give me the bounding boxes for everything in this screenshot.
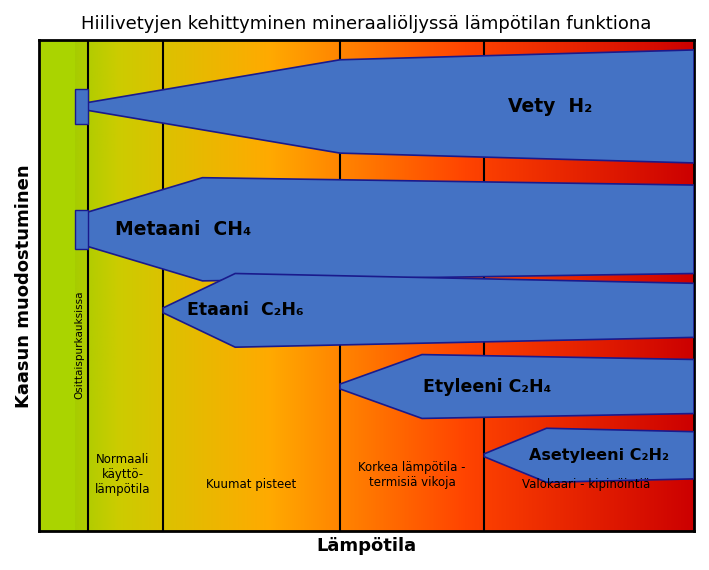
Polygon shape <box>340 355 694 418</box>
Text: Kuumat pisteet: Kuumat pisteet <box>206 478 296 491</box>
Text: Korkea lämpötila -
termisiä vikoja: Korkea lämpötila - termisiä vikoja <box>359 461 466 489</box>
Polygon shape <box>88 178 694 281</box>
Y-axis label: Kaasun muodostuminen: Kaasun muodostuminen <box>15 164 33 408</box>
Bar <box>74 210 88 249</box>
Polygon shape <box>88 50 694 163</box>
Polygon shape <box>484 428 694 482</box>
Text: Asetyleeni C₂H₂: Asetyleeni C₂H₂ <box>529 448 669 463</box>
Text: Etaani  C₂H₆: Etaani C₂H₆ <box>186 302 303 319</box>
X-axis label: Lämpötila: Lämpötila <box>316 537 416 555</box>
Text: Vety  H₂: Vety H₂ <box>508 97 592 116</box>
Title: Hiilivetyjen kehittyminen mineraaliöljyssä lämpötilan funktiona: Hiilivetyjen kehittyminen mineraaliöljys… <box>81 15 652 33</box>
Text: Normaali
käyttö-
lämpötila: Normaali käyttö- lämpötila <box>95 454 150 496</box>
Bar <box>38 40 74 531</box>
Text: Etyleeni C₂H₄: Etyleeni C₂H₄ <box>423 377 552 396</box>
Text: Metaani  CH₄: Metaani CH₄ <box>115 220 251 239</box>
Polygon shape <box>163 274 694 347</box>
Bar <box>74 89 88 124</box>
Text: Valokaari - kipinöintiä: Valokaari - kipinöintiä <box>522 478 650 491</box>
Text: Osittaispurkauksissa: Osittaispurkauksissa <box>75 291 85 399</box>
